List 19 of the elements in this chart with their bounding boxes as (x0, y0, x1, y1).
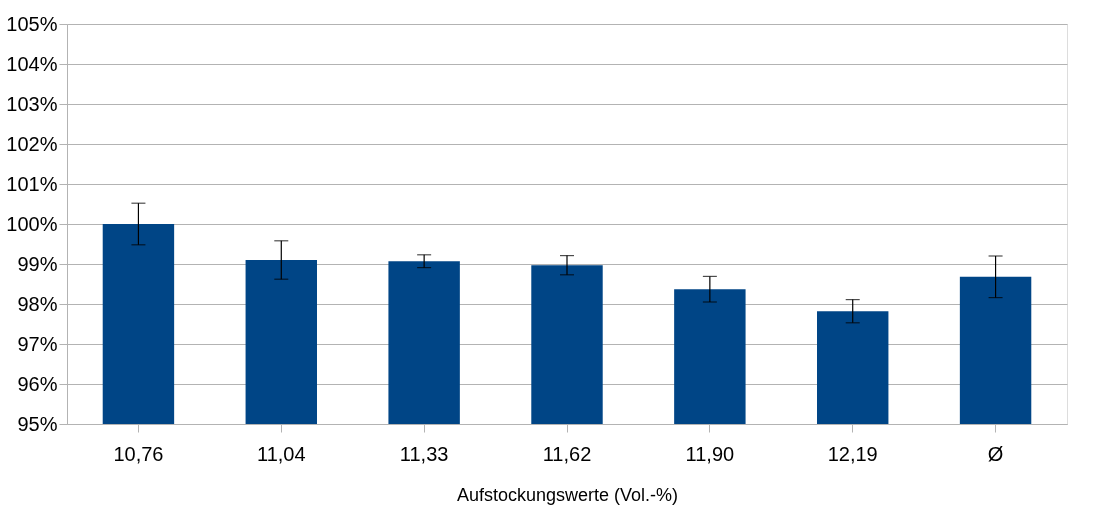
y-tick-label: 98% (17, 292, 58, 315)
y-tick-label: 102% (6, 132, 58, 155)
x-tick-label: 12,19 (827, 442, 878, 465)
y-tick-label: 101% (6, 172, 58, 195)
y-tick-label: 105% (6, 12, 58, 35)
y-tick-label: 97% (17, 332, 58, 355)
x-tick-label: Ø (987, 442, 1004, 465)
x-tick-label: 11,33 (399, 442, 449, 465)
x-axis-title: Aufstockungswerte (Vol.-%) (456, 484, 679, 505)
x-tick-label: 11,62 (542, 442, 592, 465)
x-tick-label: 11,90 (685, 442, 735, 465)
y-tick-label: 104% (6, 52, 58, 75)
y-tick-label: 95% (17, 412, 58, 435)
y-tick-label: 99% (17, 252, 58, 275)
y-tick-label: 96% (17, 372, 58, 395)
x-tick-label: 10,76 (113, 442, 164, 465)
y-tick-label: 100% (6, 212, 58, 235)
x-tick-label: 11,04 (257, 442, 306, 465)
y-tick-label: 103% (6, 92, 58, 115)
